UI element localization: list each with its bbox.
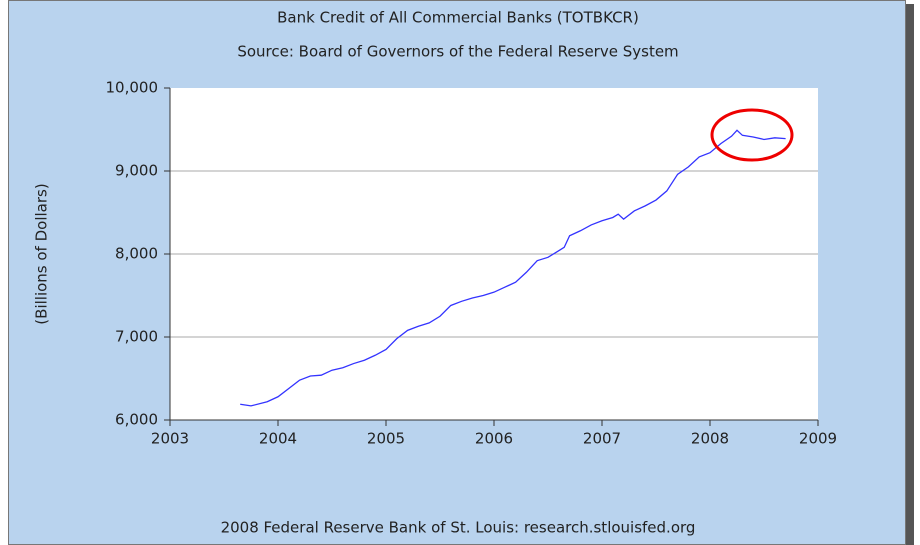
highlight-circle [710, 108, 794, 162]
x-tick-label: 2007 [583, 430, 621, 448]
x-tick-label: 2003 [151, 430, 189, 448]
panel-shadow [906, 4, 914, 545]
y-tick-label: 6,000 [115, 411, 158, 429]
x-tick-label: 2008 [691, 430, 729, 448]
data-line [240, 129, 786, 407]
x-tick-label: 2005 [367, 430, 405, 448]
y-tick-label: 7,000 [115, 328, 158, 346]
y-axis-label: (Billions of Dollars) [33, 183, 51, 324]
x-tick-label: 2004 [259, 430, 297, 448]
x-tick-label: 2009 [799, 430, 837, 448]
footer: 2008 Federal Reserve Bank of St. Louis: … [221, 519, 696, 537]
y-tick-label: 9,000 [115, 162, 158, 180]
y-tick-label: 10,000 [106, 79, 159, 97]
chart-title: Bank Credit of All Commercial Banks (TOT… [277, 9, 639, 27]
y-tick-label: 8,000 [115, 245, 158, 263]
chart-subtitle: Source: Board of Governors of the Federa… [237, 43, 678, 61]
x-tick-label: 2006 [475, 430, 513, 448]
